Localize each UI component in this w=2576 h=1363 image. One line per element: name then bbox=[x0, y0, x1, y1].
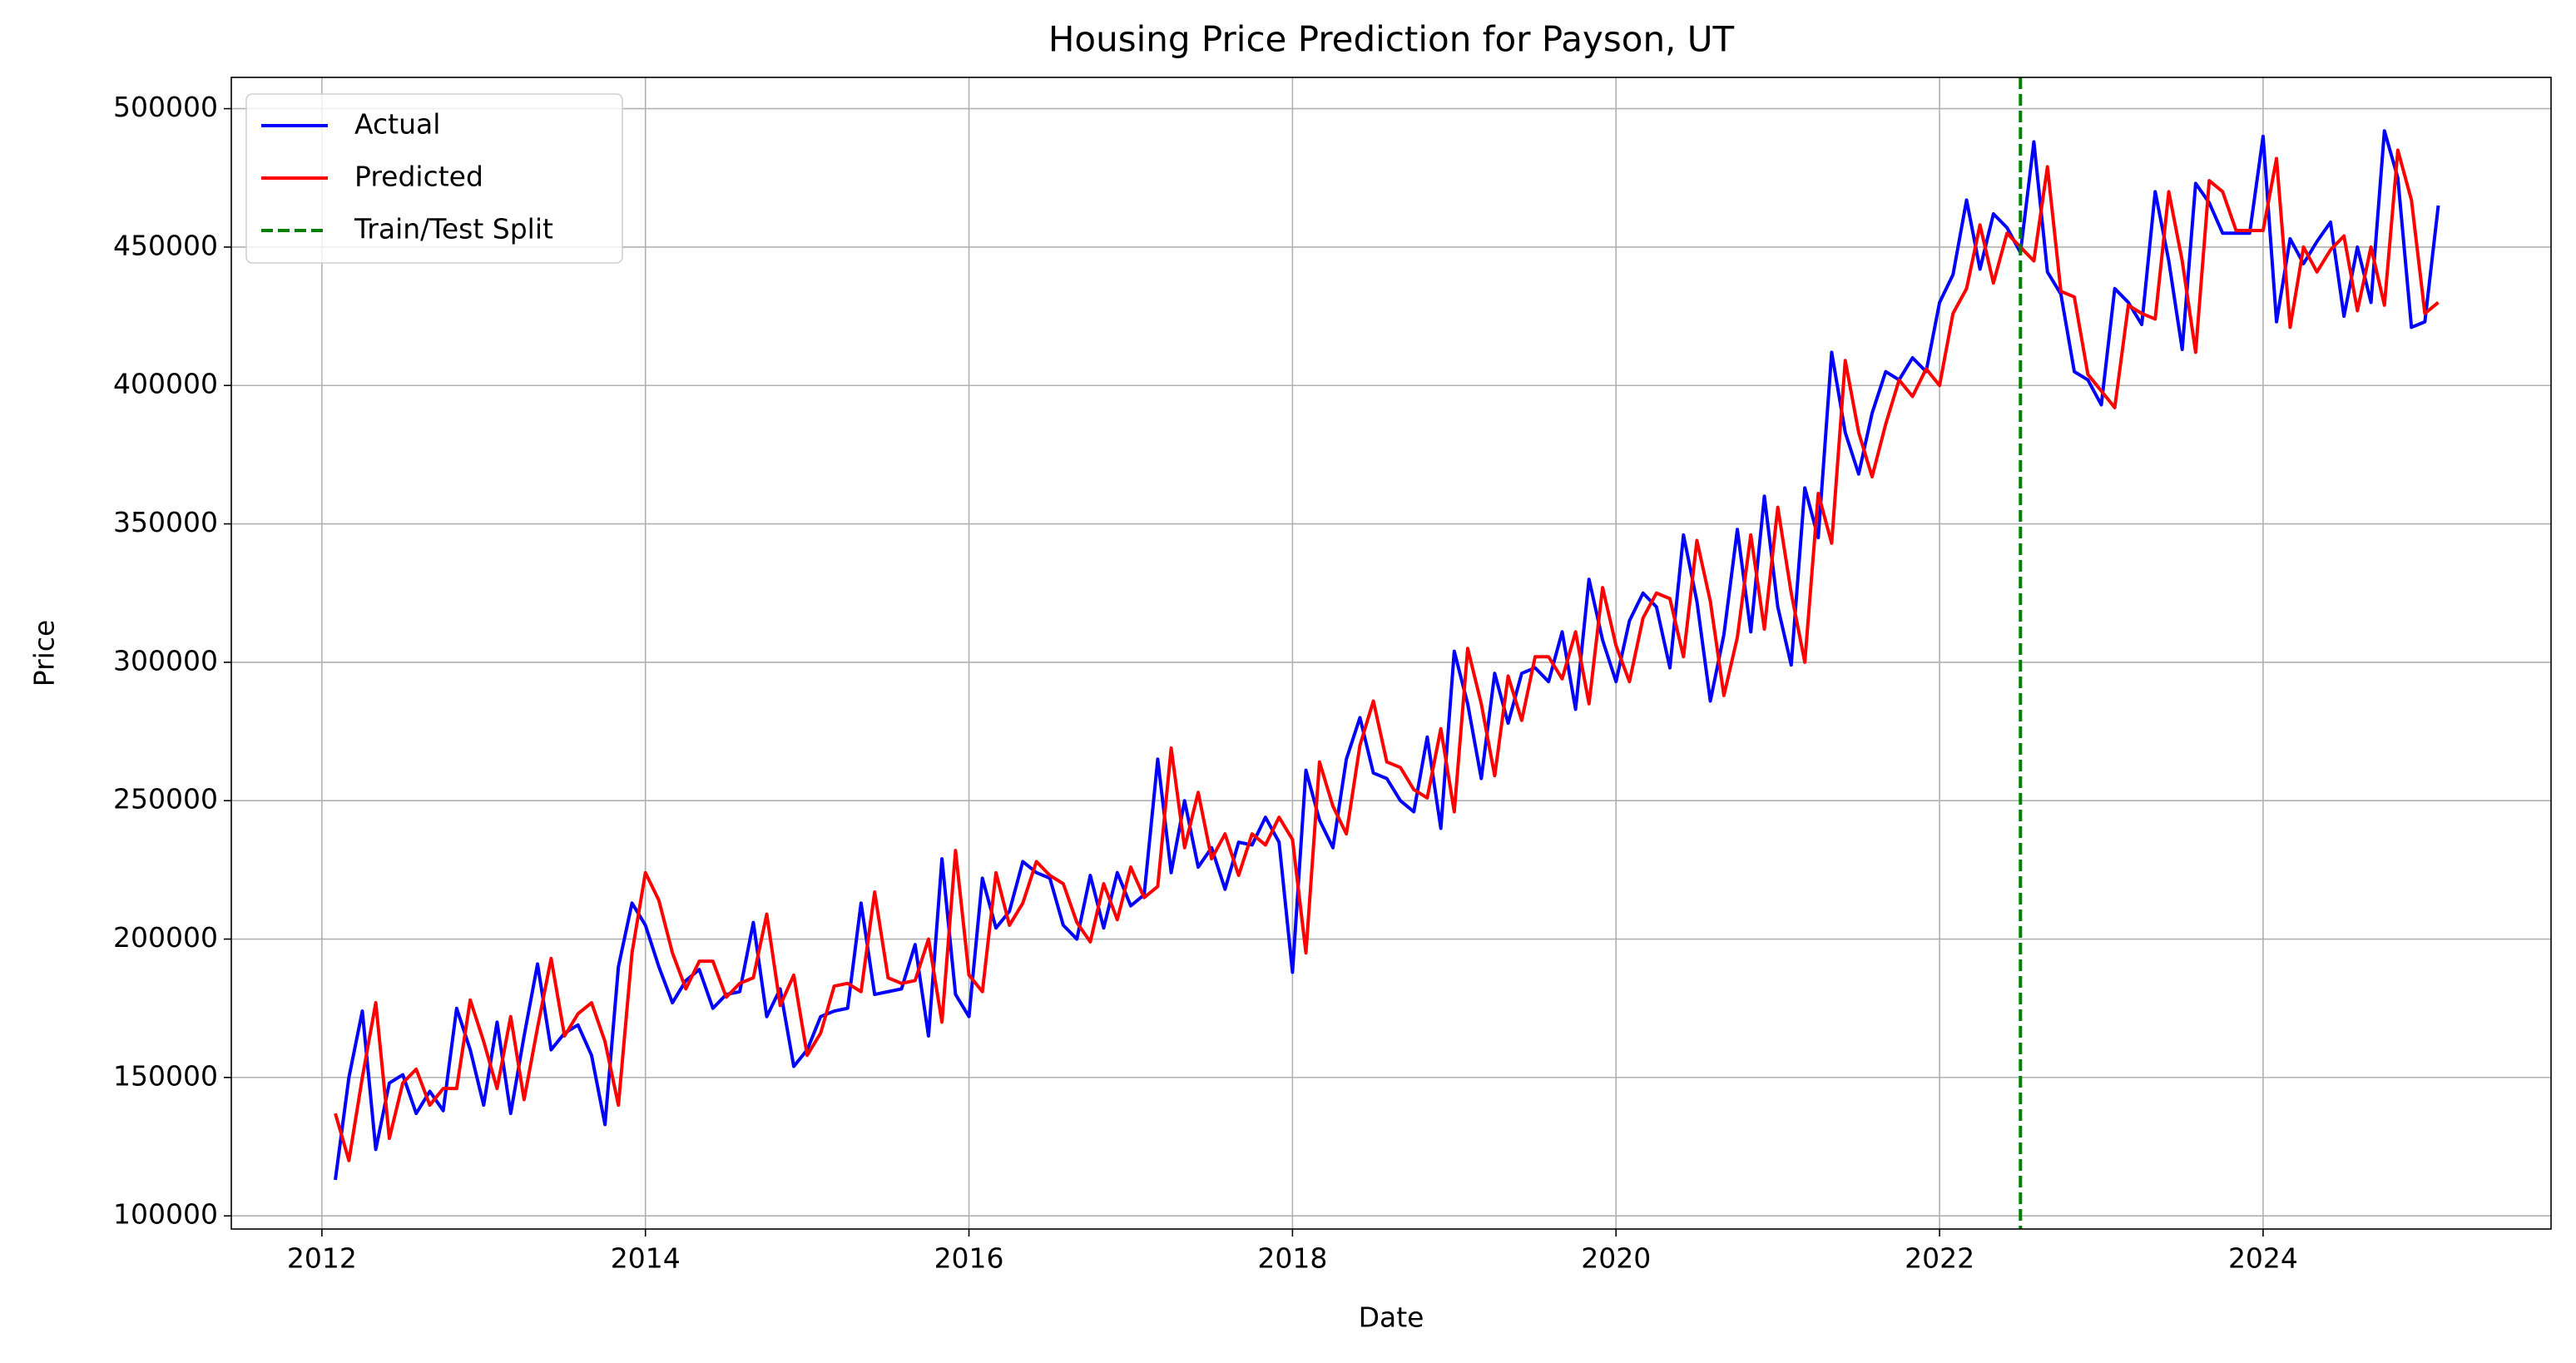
y-tick-label: 350000 bbox=[113, 506, 218, 538]
x-tick-label: 2018 bbox=[1257, 1242, 1327, 1275]
legend-label: Train/Test Split bbox=[354, 213, 553, 245]
x-tick-label: 2016 bbox=[934, 1242, 1004, 1275]
y-tick-label: 100000 bbox=[113, 1198, 218, 1231]
legend-label: Predicted bbox=[354, 161, 483, 193]
x-tick-label: 2020 bbox=[1581, 1242, 1651, 1275]
y-tick-label: 450000 bbox=[113, 229, 218, 261]
legend-label: Actual bbox=[354, 108, 440, 141]
y-tick-label: 200000 bbox=[113, 921, 218, 954]
y-axis-label: Price bbox=[28, 620, 61, 687]
x-tick-label: 2012 bbox=[287, 1242, 357, 1275]
x-tick-label: 2014 bbox=[611, 1242, 681, 1275]
chart-title: Housing Price Prediction for Payson, UT bbox=[1048, 19, 1735, 60]
y-tick-label: 150000 bbox=[113, 1059, 218, 1092]
data-line bbox=[334, 148, 2440, 1162]
x-axis-label: Date bbox=[1359, 1301, 1424, 1334]
legend-box bbox=[245, 93, 623, 264]
x-tick-label: 2022 bbox=[1905, 1242, 1974, 1275]
y-tick-label: 250000 bbox=[113, 783, 218, 815]
x-tick-label: 2024 bbox=[2228, 1242, 2298, 1275]
data-line bbox=[334, 129, 2440, 1181]
y-tick-label: 300000 bbox=[113, 644, 218, 677]
plot-frame bbox=[230, 77, 2552, 1230]
y-tick-label: 400000 bbox=[113, 368, 218, 400]
y-tick-label: 500000 bbox=[113, 91, 218, 123]
